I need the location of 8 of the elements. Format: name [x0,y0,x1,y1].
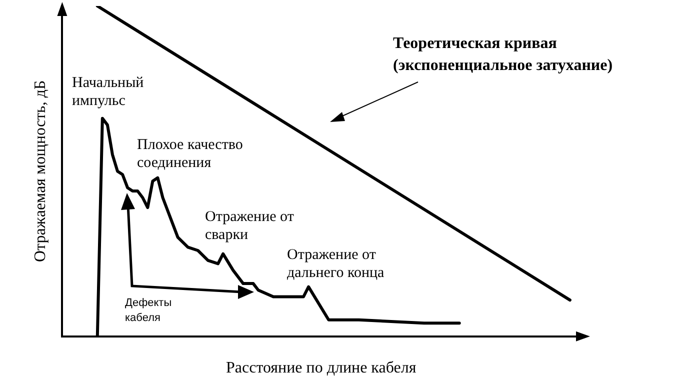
annotation: Отражение от сварки [205,208,295,244]
text: Теоретическая кривая (экспоненциальное затухание) [393,34,614,76]
annotation: Отражение от дальнего конца [287,246,386,282]
annotation: Начальный импульс [72,74,144,110]
x-axis-title: Расстояние по длине кабеля [226,360,417,377]
y-axis-title: Отражаемая мощность, дБ [32,80,49,262]
annotation: Плохое качество соединения [137,136,244,172]
annotation: Дефекты кабеля [125,296,173,326]
